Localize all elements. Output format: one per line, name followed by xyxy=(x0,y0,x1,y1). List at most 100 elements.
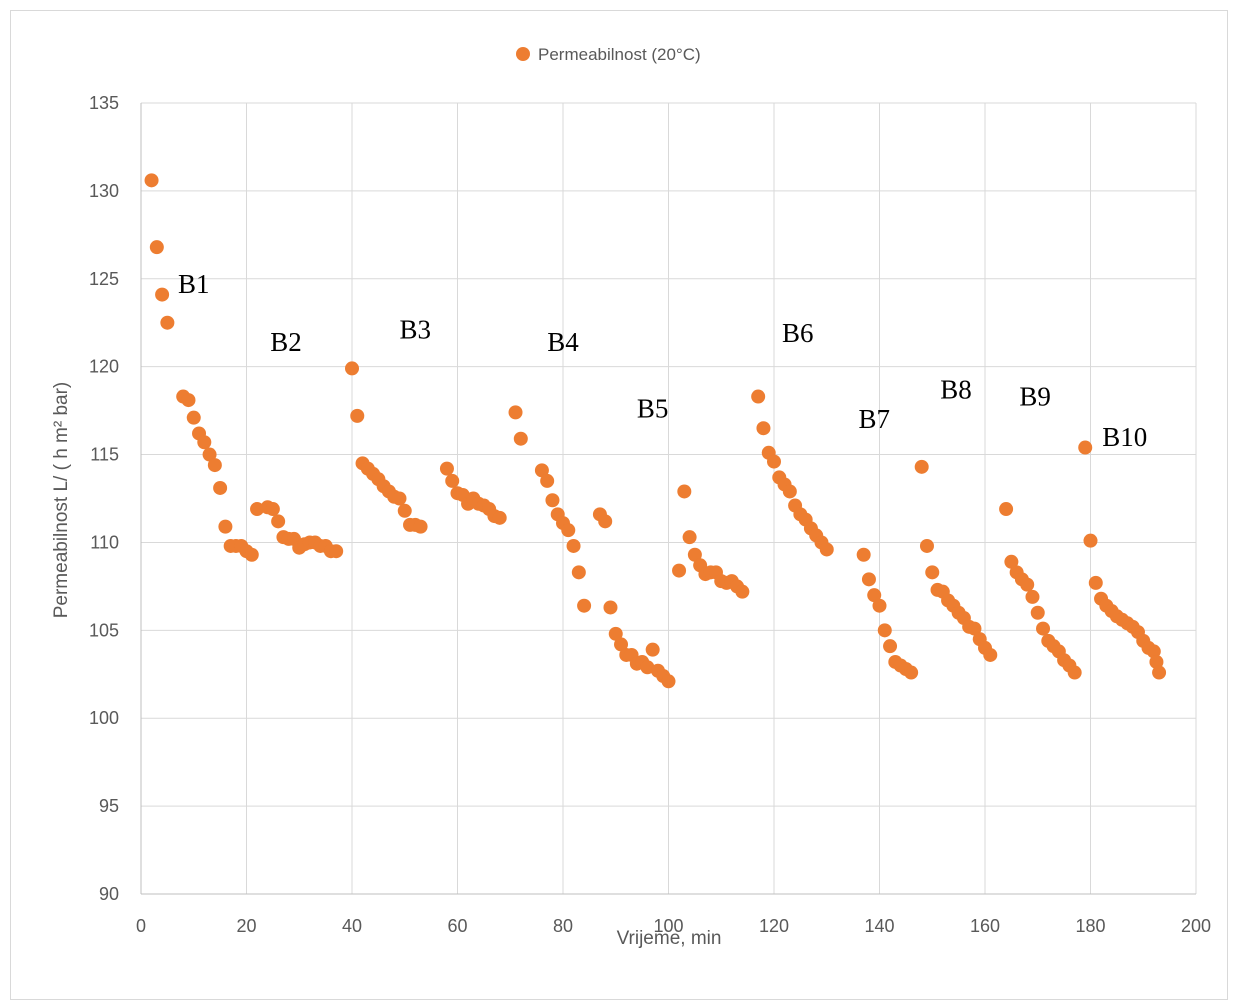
batch-label: B10 xyxy=(1102,422,1147,452)
data-point xyxy=(577,598,592,613)
data-point xyxy=(540,473,555,488)
data-point xyxy=(1083,533,1098,548)
batch-label: B8 xyxy=(940,374,972,404)
data-point xyxy=(883,639,898,654)
data-point xyxy=(819,542,834,557)
batch-label: B6 xyxy=(782,318,814,348)
data-point xyxy=(508,405,523,420)
gridlines xyxy=(141,102,1197,894)
data-point xyxy=(534,463,549,478)
legend-marker xyxy=(516,47,530,61)
data-point xyxy=(186,410,201,425)
x-tick-label: 60 xyxy=(447,916,467,936)
data-point xyxy=(244,547,259,562)
data-point xyxy=(767,454,781,469)
y-tick-label: 120 xyxy=(89,357,119,377)
x-tick-label: 20 xyxy=(236,916,256,936)
y-tick-label: 110 xyxy=(90,532,119,552)
data-point xyxy=(1004,554,1019,569)
data-point xyxy=(682,530,697,545)
data-point xyxy=(397,503,412,518)
data-point xyxy=(1146,644,1161,659)
data-point xyxy=(207,458,222,473)
data-point xyxy=(202,447,217,462)
data-point xyxy=(250,502,265,517)
legend: Permeabilnost (20°C) xyxy=(516,45,701,64)
x-tick-label: 160 xyxy=(970,916,1000,936)
y-tick-label: 105 xyxy=(89,620,119,640)
data-point xyxy=(919,538,934,553)
y-tick-label: 100 xyxy=(89,708,119,728)
batch-label: B2 xyxy=(270,327,302,357)
data-point xyxy=(608,626,623,641)
data-point xyxy=(155,287,170,302)
data-point xyxy=(1067,665,1082,680)
data-point xyxy=(1149,654,1164,669)
data-points xyxy=(144,173,1167,689)
data-point xyxy=(492,510,507,525)
data-point xyxy=(545,493,560,508)
batch-label: B1 xyxy=(178,269,210,299)
data-point xyxy=(661,674,676,689)
data-point xyxy=(640,660,655,675)
data-point xyxy=(925,565,940,580)
data-point xyxy=(439,461,454,476)
data-point xyxy=(782,484,797,499)
data-point xyxy=(160,315,175,330)
x-tick-labels: 0 20 40 60 80 100 120 140 160 180 200 xyxy=(136,916,1211,936)
data-point xyxy=(1152,665,1167,680)
data-point xyxy=(144,173,159,188)
x-tick-label: 120 xyxy=(759,916,789,936)
data-point xyxy=(751,389,766,404)
batch-label: B4 xyxy=(547,327,579,357)
chart-frame xyxy=(10,10,1228,1000)
x-tick-label: 80 xyxy=(553,916,573,936)
batch-label: B3 xyxy=(400,315,432,345)
data-point xyxy=(1030,605,1045,620)
data-point xyxy=(561,523,576,538)
data-point xyxy=(197,435,212,450)
x-tick-label: 100 xyxy=(653,916,683,936)
y-tick-label: 125 xyxy=(89,269,119,289)
data-point xyxy=(877,623,892,638)
data-point xyxy=(872,598,887,613)
data-point xyxy=(603,600,618,615)
data-point xyxy=(645,642,660,657)
data-point xyxy=(1088,575,1103,590)
data-point xyxy=(1036,621,1051,636)
data-point xyxy=(999,502,1014,517)
data-point xyxy=(445,473,460,488)
x-tick-label: 40 xyxy=(342,916,362,936)
data-point xyxy=(1020,577,1035,592)
data-point xyxy=(861,572,876,587)
data-point xyxy=(983,647,998,662)
data-point xyxy=(614,637,629,652)
data-point xyxy=(735,584,750,599)
data-point xyxy=(213,480,228,495)
data-point xyxy=(687,547,702,562)
batch-label: B9 xyxy=(1019,381,1051,411)
data-point xyxy=(914,459,929,474)
data-point xyxy=(672,563,687,578)
data-point xyxy=(867,588,882,603)
data-point xyxy=(566,538,581,553)
data-point xyxy=(904,665,919,680)
data-point xyxy=(345,361,359,376)
x-tick-label: 0 xyxy=(136,916,146,936)
data-point xyxy=(329,544,344,559)
data-point xyxy=(571,565,586,580)
data-point xyxy=(856,547,871,562)
data-point xyxy=(756,421,771,436)
data-point xyxy=(967,621,982,636)
axes xyxy=(140,103,1196,895)
batch-label: B7 xyxy=(858,404,890,434)
data-point xyxy=(149,240,164,255)
x-tick-label: 200 xyxy=(1181,916,1211,936)
data-point xyxy=(265,502,280,517)
x-tick-label: 180 xyxy=(1075,916,1105,936)
data-point xyxy=(218,519,233,534)
y-tick-label: 130 xyxy=(89,181,119,201)
x-tick-label: 140 xyxy=(864,916,894,936)
y-tick-label: 90 xyxy=(99,884,119,904)
